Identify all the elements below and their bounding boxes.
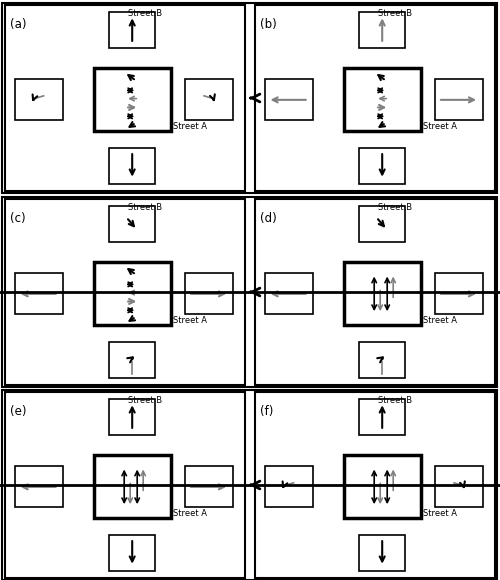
Text: Street B: Street B bbox=[128, 9, 162, 18]
Text: (a): (a) bbox=[10, 18, 26, 31]
Bar bbox=[264, 273, 312, 314]
Bar bbox=[110, 12, 155, 48]
Bar bbox=[2, 3, 497, 193]
Bar bbox=[5, 392, 245, 578]
Text: (b): (b) bbox=[260, 18, 277, 31]
Bar bbox=[360, 400, 405, 435]
Bar bbox=[110, 400, 155, 435]
Text: Street A: Street A bbox=[172, 317, 206, 325]
Text: Street A: Street A bbox=[172, 509, 206, 519]
Bar bbox=[14, 79, 62, 120]
Bar bbox=[360, 148, 405, 183]
Bar bbox=[344, 262, 420, 325]
Bar bbox=[435, 79, 483, 120]
Bar bbox=[264, 466, 312, 508]
Bar bbox=[5, 5, 245, 191]
Bar bbox=[360, 342, 405, 378]
Text: Street A: Street A bbox=[422, 317, 456, 325]
Bar bbox=[255, 392, 495, 578]
Bar bbox=[5, 199, 245, 385]
Bar bbox=[185, 79, 233, 120]
Bar bbox=[94, 262, 170, 325]
Text: Street B: Street B bbox=[128, 203, 162, 212]
Bar bbox=[14, 273, 62, 314]
Bar bbox=[185, 466, 233, 508]
Bar bbox=[435, 466, 483, 508]
Bar bbox=[14, 466, 62, 508]
Bar bbox=[435, 273, 483, 314]
Bar bbox=[185, 273, 233, 314]
Text: (d): (d) bbox=[260, 212, 277, 225]
Text: (c): (c) bbox=[10, 212, 26, 225]
Text: Street B: Street B bbox=[378, 9, 412, 18]
Text: Street A: Street A bbox=[422, 509, 456, 519]
Text: Street B: Street B bbox=[378, 203, 412, 212]
Bar bbox=[94, 455, 170, 519]
Text: (f): (f) bbox=[260, 405, 274, 418]
Bar bbox=[110, 206, 155, 242]
Bar bbox=[110, 148, 155, 183]
Text: Street A: Street A bbox=[422, 122, 456, 132]
Bar bbox=[344, 455, 420, 519]
Bar bbox=[360, 12, 405, 48]
Bar bbox=[255, 199, 495, 385]
Text: Street A: Street A bbox=[172, 122, 206, 132]
Bar bbox=[2, 390, 497, 580]
Bar bbox=[360, 206, 405, 242]
Bar bbox=[264, 79, 312, 120]
Text: (e): (e) bbox=[10, 405, 26, 418]
Bar bbox=[255, 5, 495, 191]
Text: Street B: Street B bbox=[128, 396, 162, 405]
Bar bbox=[94, 68, 170, 132]
Text: Street B: Street B bbox=[378, 396, 412, 405]
Bar bbox=[110, 535, 155, 571]
Bar bbox=[344, 68, 420, 132]
Bar bbox=[360, 535, 405, 571]
Bar bbox=[2, 197, 497, 387]
Bar bbox=[110, 342, 155, 378]
